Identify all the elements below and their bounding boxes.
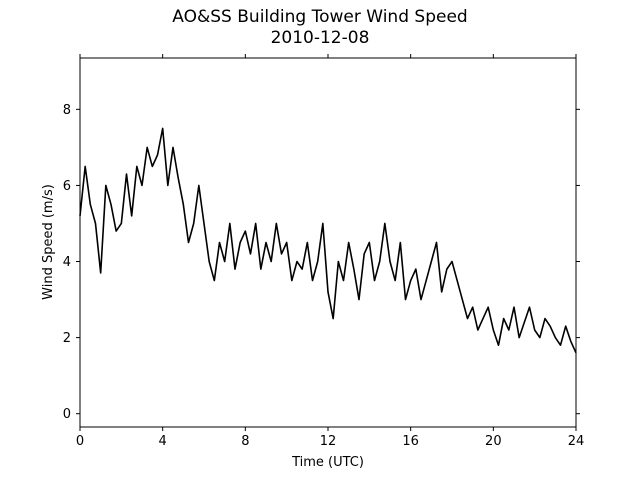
x-axis-label: Time (UTC)	[291, 455, 364, 470]
x-tick-label: 12	[320, 434, 337, 449]
y-tick-label: 4	[63, 255, 71, 270]
y-axis-label: Wind Speed (m/s)	[41, 184, 56, 300]
x-tick-label: 0	[76, 434, 84, 449]
plot-area	[80, 58, 576, 427]
y-tick-label: 6	[63, 179, 71, 194]
x-tick-label: 4	[159, 434, 167, 449]
y-tick-label: 8	[63, 103, 71, 118]
chart-subtitle: 2010-12-08	[270, 28, 370, 48]
y-tick-label: 2	[63, 331, 71, 346]
chart-title: AO&SS Building Tower Wind Speed	[172, 7, 468, 27]
x-tick-label: 8	[241, 434, 249, 449]
x-tick-label: 24	[568, 434, 585, 449]
plot-frame	[79, 57, 577, 428]
x-tick-label: 20	[485, 434, 502, 449]
y-tick-label: 0	[63, 407, 71, 422]
series-line-0	[79, 127, 577, 354]
x-tick-label: 16	[402, 434, 419, 449]
